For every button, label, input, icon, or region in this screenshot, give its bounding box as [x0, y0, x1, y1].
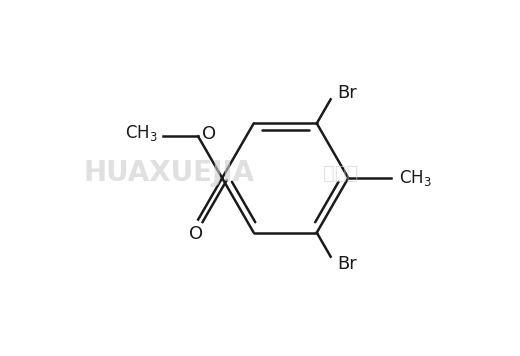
Text: Br: Br — [337, 84, 357, 102]
Text: O: O — [202, 125, 216, 143]
Text: CH$_3$: CH$_3$ — [125, 124, 158, 143]
Text: O: O — [189, 225, 203, 243]
Text: CH$_3$: CH$_3$ — [399, 168, 432, 188]
Text: HUAXUEJIA: HUAXUEJIA — [84, 159, 255, 187]
Text: 化学加: 化学加 — [323, 163, 358, 183]
Text: Br: Br — [337, 255, 357, 273]
